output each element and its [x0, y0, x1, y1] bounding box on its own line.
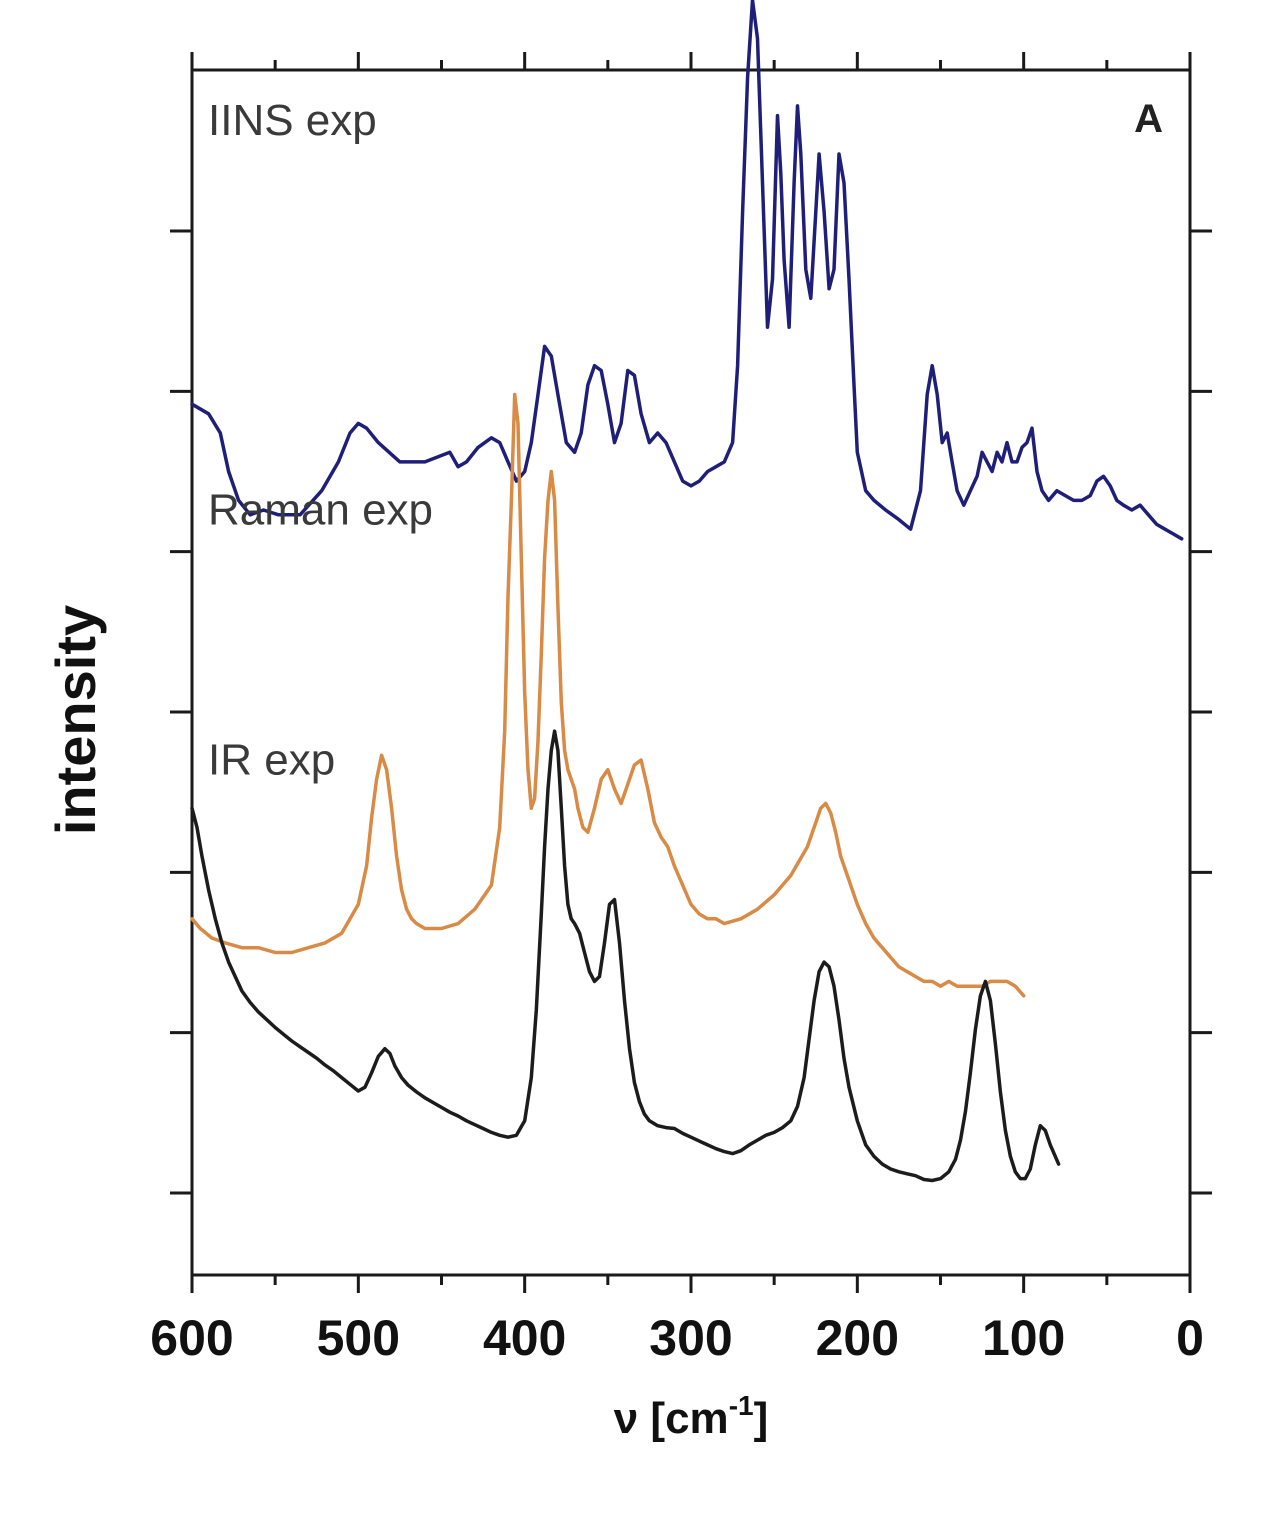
- y-axis-title: intensity: [44, 605, 107, 835]
- series-lines: [190, 0, 1184, 1183]
- series-line-iins-exp: [190, 0, 1184, 541]
- x-tick-label: 600: [150, 1310, 233, 1366]
- x-tick-label: 500: [317, 1310, 400, 1366]
- series-label-raman-exp: Raman exp: [208, 485, 433, 534]
- x-axis-title-main: ν [cm: [614, 1394, 729, 1443]
- x-tick-label: 400: [483, 1310, 566, 1366]
- panel-label: A: [1134, 97, 1163, 141]
- x-axis-title-close: ]: [754, 1394, 769, 1443]
- axis-ticks: [170, 52, 1212, 1293]
- x-tick-label: 200: [816, 1310, 899, 1366]
- x-axis-title: ν [cm-1]: [614, 1390, 769, 1443]
- x-tick-label: 100: [982, 1310, 1065, 1366]
- series-line-raman-exp: [190, 392, 1026, 998]
- series-labels: IINS exp Raman exp IR exp: [208, 96, 433, 785]
- series-label-iins-exp: IINS exp: [208, 96, 377, 145]
- x-tick-label: 300: [649, 1310, 732, 1366]
- plot-frame: [190, 68, 1192, 1277]
- x-axis-title-superscript: -1: [729, 1390, 754, 1421]
- x-tick-labels: 600 500 400 300 200 100 0: [150, 1310, 1204, 1366]
- x-tick-label: 0: [1176, 1310, 1204, 1366]
- series-label-ir-exp: IR exp: [208, 736, 335, 785]
- series-line-ir-exp: [190, 729, 1061, 1183]
